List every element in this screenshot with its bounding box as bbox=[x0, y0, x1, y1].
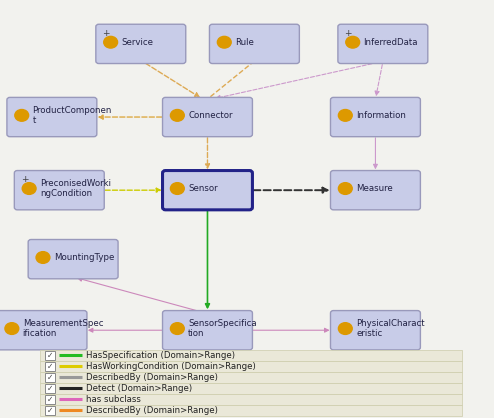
Text: PreconisedWorki
ngCondition: PreconisedWorki ngCondition bbox=[40, 179, 111, 199]
Text: Rule: Rule bbox=[235, 38, 254, 47]
Text: ✓: ✓ bbox=[47, 406, 53, 415]
Text: SensorSpecifica
tion: SensorSpecifica tion bbox=[188, 319, 257, 339]
FancyBboxPatch shape bbox=[45, 373, 55, 382]
Circle shape bbox=[170, 323, 184, 334]
FancyBboxPatch shape bbox=[14, 171, 104, 210]
Text: ✓: ✓ bbox=[47, 395, 53, 404]
Circle shape bbox=[15, 110, 29, 121]
Text: DescribedBy (Domain>Range): DescribedBy (Domain>Range) bbox=[86, 406, 218, 415]
Text: has subclass: has subclass bbox=[86, 395, 141, 404]
Text: ProductComponen
t: ProductComponen t bbox=[33, 106, 112, 125]
Circle shape bbox=[36, 252, 50, 263]
FancyBboxPatch shape bbox=[40, 350, 462, 361]
FancyBboxPatch shape bbox=[40, 394, 462, 405]
Text: DescribedBy (Domain>Range): DescribedBy (Domain>Range) bbox=[86, 373, 218, 382]
Circle shape bbox=[5, 323, 19, 334]
Circle shape bbox=[22, 183, 36, 194]
Text: PhysicalCharact
eristic: PhysicalCharact eristic bbox=[356, 319, 425, 339]
Text: +: + bbox=[102, 29, 110, 38]
FancyBboxPatch shape bbox=[45, 406, 55, 415]
Text: HasWorkingCondition (Domain>Range): HasWorkingCondition (Domain>Range) bbox=[86, 362, 256, 371]
Text: InferredData: InferredData bbox=[364, 38, 418, 47]
Circle shape bbox=[104, 36, 118, 48]
Text: MountingType: MountingType bbox=[54, 253, 114, 263]
FancyBboxPatch shape bbox=[338, 24, 428, 64]
FancyBboxPatch shape bbox=[330, 311, 420, 350]
Circle shape bbox=[170, 110, 184, 121]
Text: +: + bbox=[21, 175, 28, 184]
FancyBboxPatch shape bbox=[163, 171, 252, 210]
Circle shape bbox=[338, 183, 352, 194]
FancyBboxPatch shape bbox=[0, 311, 87, 350]
Circle shape bbox=[338, 323, 352, 334]
Text: +: + bbox=[344, 29, 352, 38]
Text: HasSpecification (Domain>Range): HasSpecification (Domain>Range) bbox=[86, 351, 236, 360]
FancyBboxPatch shape bbox=[28, 240, 118, 279]
Text: Detect (Domain>Range): Detect (Domain>Range) bbox=[86, 384, 193, 393]
Circle shape bbox=[346, 36, 360, 48]
Text: Measure: Measure bbox=[356, 184, 393, 194]
FancyBboxPatch shape bbox=[45, 395, 55, 404]
Text: ✓: ✓ bbox=[47, 373, 53, 382]
FancyBboxPatch shape bbox=[209, 24, 299, 64]
FancyBboxPatch shape bbox=[163, 97, 252, 137]
Text: ✓: ✓ bbox=[47, 351, 53, 360]
FancyBboxPatch shape bbox=[45, 351, 55, 359]
FancyBboxPatch shape bbox=[45, 362, 55, 370]
Text: Service: Service bbox=[122, 38, 154, 47]
FancyBboxPatch shape bbox=[40, 383, 462, 394]
Text: ✓: ✓ bbox=[47, 384, 53, 393]
FancyBboxPatch shape bbox=[45, 384, 55, 393]
Text: ✓: ✓ bbox=[47, 362, 53, 371]
FancyBboxPatch shape bbox=[330, 171, 420, 210]
Circle shape bbox=[217, 36, 231, 48]
FancyBboxPatch shape bbox=[7, 97, 97, 137]
Text: MeasurementSpec
ification: MeasurementSpec ification bbox=[23, 319, 103, 339]
Text: Connector: Connector bbox=[188, 111, 233, 120]
Circle shape bbox=[170, 183, 184, 194]
Text: Sensor: Sensor bbox=[188, 184, 218, 194]
Circle shape bbox=[338, 110, 352, 121]
FancyBboxPatch shape bbox=[163, 311, 252, 350]
FancyBboxPatch shape bbox=[40, 405, 462, 416]
FancyBboxPatch shape bbox=[40, 361, 462, 372]
FancyBboxPatch shape bbox=[96, 24, 186, 64]
FancyBboxPatch shape bbox=[40, 372, 462, 383]
Text: Information: Information bbox=[356, 111, 406, 120]
FancyBboxPatch shape bbox=[330, 97, 420, 137]
